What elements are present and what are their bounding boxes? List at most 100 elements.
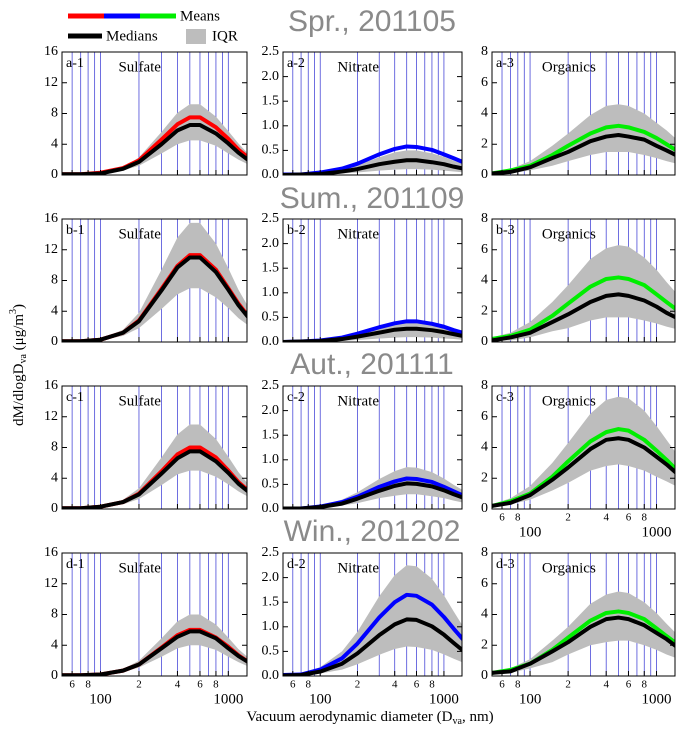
x-tick-label: 8 (515, 512, 521, 524)
y-label-part: dM/dlogD (11, 363, 27, 426)
legend-swatch (186, 29, 206, 44)
iqr-band (62, 424, 247, 509)
x-tick-label: 2 (136, 679, 142, 691)
panel-label: d-2 (287, 557, 306, 572)
panel-title: Organics (542, 59, 596, 75)
plot-frame (282, 51, 463, 176)
season-title: Aut., 201111 (290, 348, 453, 381)
plot-frame (282, 385, 463, 510)
y-tick-label: 0.0 (262, 668, 280, 683)
y-tick-label: 6 (481, 242, 488, 257)
y-tick-label: 0 (481, 501, 488, 516)
panel-title: Organics (542, 393, 596, 409)
y-tick-label: 0 (51, 334, 58, 349)
panel-label: c-3 (496, 390, 514, 405)
x-tick-label: 4 (392, 679, 398, 691)
y-tick-label: 1.5 (262, 260, 280, 275)
x-tick-label: 6 (626, 512, 632, 524)
y-tick-label: 0 (481, 334, 488, 349)
season-title: Win., 201202 (284, 515, 461, 548)
x-tick-label: 100 (309, 691, 332, 707)
y-tick-label: 0.5 (262, 310, 280, 325)
x-tick-label: 6 (69, 679, 75, 691)
x-tick-label: 2 (565, 512, 571, 524)
y-tick-label: 1.5 (262, 427, 280, 442)
y-tick-label: 2 (481, 637, 488, 652)
legend-label: IQR (212, 28, 238, 44)
panel-label: d-1 (66, 557, 85, 572)
y-tick-label: 8 (481, 378, 488, 393)
panel-title: Sulfate (118, 226, 161, 242)
y-tick-label: 12 (44, 242, 58, 257)
x-tick-label: 2 (355, 679, 361, 691)
x-tick-label: 6 (499, 679, 505, 691)
x-tick-label: 8 (515, 679, 521, 691)
panel-title: Nitrate (337, 393, 379, 409)
season-title: Sum., 201109 (280, 182, 465, 215)
y-tick-label: 0.0 (262, 167, 280, 182)
y-tick-label: 1.0 (262, 285, 280, 300)
y-tick-label: 4 (51, 470, 58, 485)
x-tick-label: 2 (565, 679, 571, 691)
y-tick-label: 0.5 (262, 644, 280, 659)
y-tick-label: 6 (481, 75, 488, 90)
panel-label: a-2 (287, 56, 305, 71)
panel-title: Sulfate (118, 560, 161, 576)
y-tick-label: 12 (44, 75, 58, 90)
legend-label: Medians (106, 28, 158, 44)
y-tick-label: 0.0 (262, 501, 280, 516)
x-tick-label: 6 (290, 679, 296, 691)
y-tick-label: 2.5 (262, 545, 280, 560)
series-line (492, 133, 675, 175)
y-tick-label: 2.0 (262, 403, 280, 418)
panel-label: c-1 (66, 390, 84, 405)
iqr-band (283, 150, 462, 175)
panel-title: Organics (542, 226, 596, 242)
y-tick-label: 1.5 (262, 594, 280, 609)
y-tick-label: 6 (481, 409, 488, 424)
x-tick-label: 6 (197, 679, 203, 691)
series-line (492, 292, 675, 342)
y-tick-label: 4 (51, 303, 58, 318)
x-tick-label: 8 (429, 679, 435, 691)
panel-title: Sulfate (118, 393, 161, 409)
panel-label: a-3 (496, 56, 514, 71)
y-label-sup: 3 (8, 309, 19, 314)
x-tick-label: 8 (642, 679, 648, 691)
y-label-part: ) (11, 304, 27, 309)
y-tick-label: 2.0 (262, 570, 280, 585)
y-tick-label: 4 (481, 106, 488, 121)
y-tick-label: 4 (481, 273, 488, 288)
x-tick-label: 1000 (642, 524, 672, 540)
y-tick-label: 2 (481, 303, 488, 318)
y-tick-label: 0.0 (262, 334, 280, 349)
x-tick-label: 6 (626, 679, 632, 691)
y-tick-label: 8 (481, 44, 488, 59)
y-tick-label: 16 (44, 211, 58, 226)
y-label-sub: va (18, 354, 29, 364)
y-tick-label: 8 (481, 545, 488, 560)
y-tick-label: 1.5 (262, 93, 280, 108)
x-tick-label: 6 (499, 512, 505, 524)
x-label-sub: va (453, 716, 463, 727)
x-tick-label: 4 (603, 512, 609, 524)
x-tick-label: 8 (305, 679, 311, 691)
y-tick-label: 4 (481, 440, 488, 455)
series-line (492, 275, 675, 341)
y-axis-label: dM/dlogDva (μg/m3) (8, 304, 29, 426)
y-tick-label: 6 (481, 576, 488, 591)
panel-title: Nitrate (337, 59, 379, 75)
panel-label: d-3 (496, 557, 515, 572)
iqr-band (492, 396, 675, 508)
y-tick-label: 0 (51, 167, 58, 182)
y-tick-label: 0 (51, 668, 58, 683)
panel-label: c-2 (287, 390, 305, 405)
y-tick-label: 0 (481, 668, 488, 683)
y-tick-label: 0 (481, 167, 488, 182)
y-tick-label: 2 (481, 136, 488, 151)
panel-title: Nitrate (337, 226, 379, 242)
panel-label: a-1 (66, 56, 84, 71)
x-tick-label: 4 (175, 679, 181, 691)
y-tick-label: 2.5 (262, 378, 280, 393)
